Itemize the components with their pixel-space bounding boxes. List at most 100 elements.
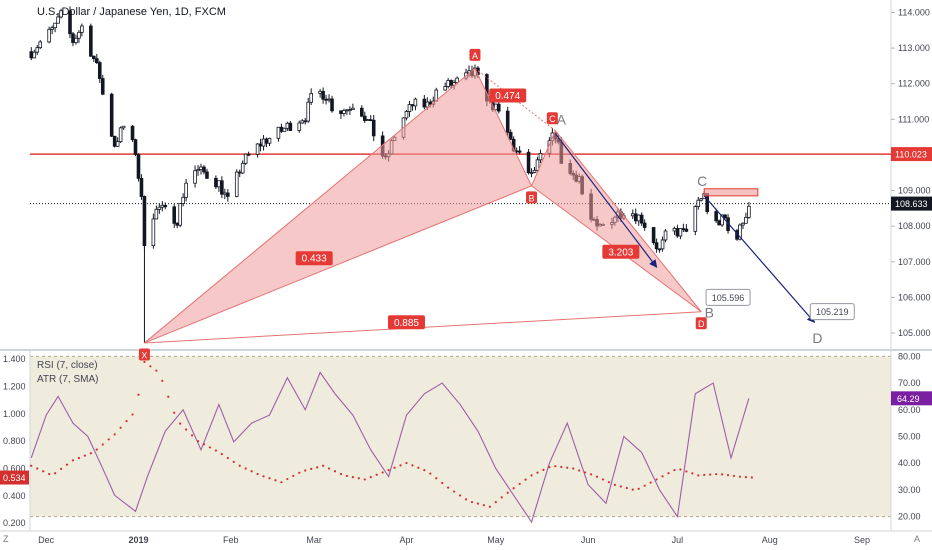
- atr-point: [250, 470, 253, 473]
- price-badge-bg: [891, 196, 932, 211]
- price-tick-label: 114.000: [898, 7, 930, 17]
- price-tick-label: 109.000: [898, 186, 931, 196]
- candle-body: [639, 214, 644, 224]
- candle-body: [80, 25, 84, 33]
- candle-body: [288, 122, 293, 131]
- rsi-tick-label: 30.00: [898, 485, 921, 495]
- candle: [657, 248, 662, 253]
- rsi-tick-label: 70.00: [898, 378, 921, 388]
- atr-tick-label: 0.600: [3, 464, 26, 474]
- candle-body: [237, 171, 242, 174]
- candle: [663, 228, 668, 243]
- atr-point: [345, 474, 349, 478]
- atr-point: [155, 369, 158, 372]
- candle: [202, 165, 206, 175]
- candle: [496, 101, 501, 114]
- price-badge-bg: [891, 147, 932, 162]
- candle: [330, 95, 334, 113]
- ratio-text: 0.474: [495, 91, 520, 102]
- candle-body: [693, 206, 698, 232]
- atr-point: [584, 471, 587, 474]
- atr-point: [232, 460, 235, 463]
- pattern-point-label: B: [529, 193, 535, 203]
- atr-point: [661, 475, 664, 478]
- rsi-band-fill: [30, 356, 891, 517]
- atr-point: [566, 466, 569, 469]
- atr-point: [143, 360, 146, 364]
- candle-body: [407, 104, 412, 112]
- price-tick-label: 113.000: [898, 43, 930, 53]
- candle-body: [56, 16, 60, 24]
- atr-point: [679, 468, 682, 471]
- atr-legend[interactable]: ATR (7, SMA): [37, 374, 99, 385]
- rsi-line: [30, 371, 750, 524]
- pattern-point-label: A: [472, 51, 478, 61]
- atr-point: [715, 473, 718, 476]
- candle-body: [517, 150, 522, 153]
- candle-body: [92, 55, 96, 60]
- candle-body: [282, 127, 287, 132]
- ratio-label: 0.885: [387, 315, 425, 330]
- atr-last-badge: 0.534: [0, 470, 29, 485]
- atr-point: [548, 466, 551, 469]
- candle-body: [196, 169, 200, 172]
- atr-point: [518, 482, 521, 486]
- auto-scale-corner-label[interactable]: A: [914, 534, 921, 544]
- candle-body: [345, 109, 349, 112]
- atr-point: [286, 477, 289, 481]
- atr-point: [578, 469, 581, 472]
- candle: [154, 205, 159, 220]
- pattern-point-x: X: [138, 348, 150, 361]
- atr-point: [500, 496, 503, 499]
- candle-body: [214, 177, 218, 188]
- atr-point: [95, 448, 98, 451]
- candle-body: [303, 120, 308, 123]
- atr-point: [738, 475, 742, 478]
- atr-point: [339, 472, 343, 476]
- pattern-point-label: X: [141, 350, 147, 360]
- candle-body: [660, 239, 665, 250]
- atr-point: [393, 466, 396, 469]
- candle-body: [714, 211, 718, 222]
- candle: [714, 208, 718, 223]
- candle: [693, 205, 698, 236]
- candle-body: [360, 107, 364, 117]
- time-tick-label: Sep: [854, 535, 870, 545]
- candle-body: [651, 227, 656, 244]
- candle: [505, 106, 510, 138]
- candle: [651, 227, 656, 245]
- candle-body: [163, 204, 168, 208]
- rsi-legend[interactable]: RSI (7, close): [37, 360, 98, 371]
- candle-body: [505, 110, 510, 133]
- atr-point: [268, 477, 271, 480]
- xab-triangle: [144, 67, 533, 344]
- timezone-corner-label[interactable]: Z: [3, 534, 9, 544]
- pattern-point-label: D: [698, 319, 705, 329]
- atr-point: [244, 467, 247, 470]
- candle: [109, 92, 114, 138]
- atr-point: [316, 466, 319, 469]
- callout-text: 105.219: [816, 307, 849, 317]
- atr-point: [119, 426, 122, 429]
- candle-body: [50, 27, 54, 30]
- atr-point: [667, 472, 670, 475]
- candle-body: [744, 216, 748, 224]
- candle-body: [309, 93, 313, 103]
- candle: [157, 203, 162, 214]
- atr-point: [185, 428, 188, 431]
- candle: [360, 105, 364, 118]
- candle: [47, 26, 51, 44]
- ratio-text: 3.203: [608, 247, 633, 258]
- atr-point: [691, 472, 694, 475]
- candle-body: [38, 41, 43, 49]
- atr-point: [113, 433, 116, 436]
- candle-body: [133, 139, 138, 155]
- candle-body: [297, 122, 302, 131]
- candle-body: [199, 166, 203, 170]
- candle-body: [365, 119, 370, 122]
- candle-body: [339, 110, 343, 114]
- price-tick-label: 106.000: [898, 292, 931, 302]
- candle-body: [193, 170, 197, 184]
- candle-body: [342, 110, 346, 114]
